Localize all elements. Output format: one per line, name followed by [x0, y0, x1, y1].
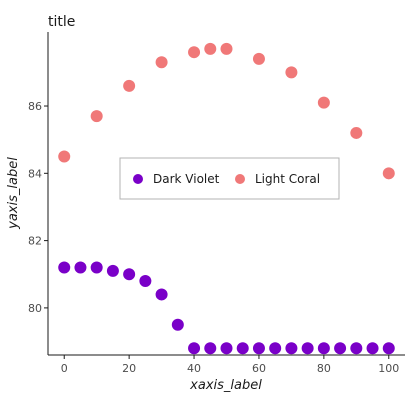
data-point-light-coral — [382, 167, 395, 180]
x-tick-label: 80 — [317, 362, 331, 375]
x-ticks: 0 20 40 60 80 100 — [61, 355, 399, 375]
data-point-dark-violet — [123, 268, 136, 281]
y-tick-label: 82 — [28, 235, 42, 248]
data-point-dark-violet — [317, 342, 330, 355]
data-point-dark-violet — [269, 342, 282, 355]
y-tick-label: 86 — [28, 100, 42, 113]
data-point-light-coral — [220, 42, 233, 55]
data-point-light-coral — [155, 56, 168, 69]
series-light-coral — [58, 42, 395, 180]
data-point-dark-violet — [252, 342, 265, 355]
chart-title: title — [48, 14, 75, 30]
data-point-light-coral — [58, 150, 71, 163]
x-tick-label: 100 — [378, 362, 399, 375]
plot-area — [47, 32, 405, 356]
data-point-dark-violet — [74, 261, 87, 274]
series-layer — [58, 42, 395, 355]
data-point-light-coral — [123, 79, 136, 92]
x-tick-label: 20 — [122, 362, 136, 375]
legend-marker-dark-violet — [133, 174, 143, 184]
data-point-light-coral — [188, 46, 201, 59]
data-point-light-coral — [285, 66, 298, 79]
legend: Dark Violet Light Coral — [119, 157, 340, 200]
data-point-dark-violet — [350, 342, 363, 355]
data-point-dark-violet — [90, 261, 103, 274]
data-point-dark-violet — [366, 342, 379, 355]
data-point-dark-violet — [58, 261, 71, 274]
data-point-dark-violet — [285, 342, 298, 355]
data-point-dark-violet — [334, 342, 347, 355]
data-point-dark-violet — [155, 288, 168, 301]
data-point-dark-violet — [204, 342, 217, 355]
y-axis-title: yaxis_label — [6, 157, 21, 230]
legend-label-light-coral: Light Coral — [255, 172, 320, 186]
data-point-dark-violet — [106, 264, 119, 277]
data-point-dark-violet — [171, 318, 184, 331]
legend-box — [119, 157, 340, 200]
data-point-light-coral — [252, 52, 265, 65]
x-tick-label: 0 — [61, 362, 68, 375]
data-point-light-coral — [204, 42, 217, 55]
x-axis-title: xaxis_label — [189, 378, 262, 393]
y-tick-label: 80 — [28, 302, 42, 315]
data-point-dark-violet — [382, 342, 395, 355]
series-dark-violet — [58, 261, 395, 355]
y-tick-label: 84 — [28, 167, 42, 180]
y-ticks: 80 82 84 86 — [28, 100, 48, 315]
data-point-light-coral — [317, 96, 330, 109]
x-tick-label: 40 — [187, 362, 201, 375]
data-point-light-coral — [90, 110, 103, 123]
x-tick-label: 60 — [252, 362, 266, 375]
data-point-dark-violet — [301, 342, 314, 355]
data-point-dark-violet — [220, 342, 233, 355]
legend-label-dark-violet: Dark Violet — [153, 172, 220, 186]
data-point-dark-violet — [236, 342, 249, 355]
data-point-dark-violet — [188, 342, 201, 355]
legend-marker-light-coral — [235, 174, 245, 184]
data-point-light-coral — [350, 126, 363, 139]
data-point-dark-violet — [139, 274, 152, 287]
